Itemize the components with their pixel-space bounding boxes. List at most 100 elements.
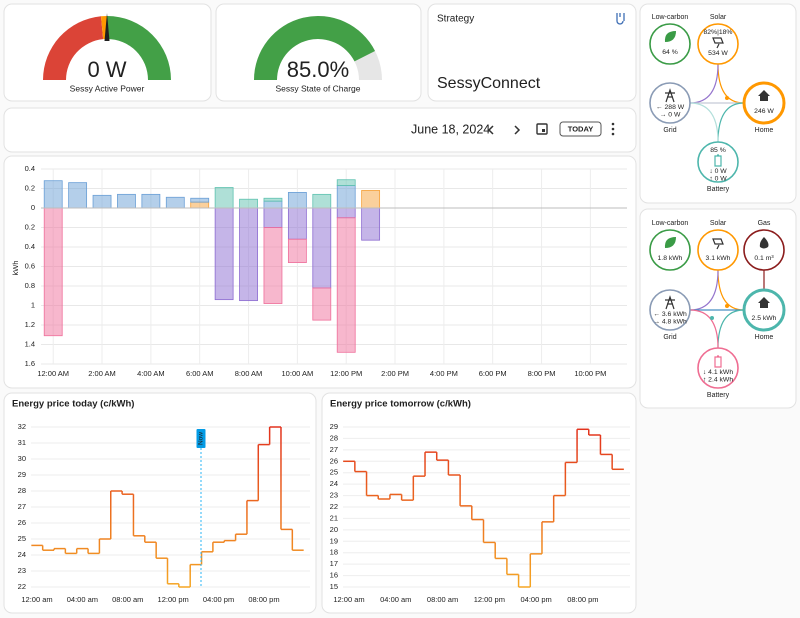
flow-node: [649, 289, 691, 331]
bar-segment: [141, 193, 161, 209]
y-tick-label: 21: [330, 513, 338, 522]
gauge-label: Sessy Active Power: [70, 83, 145, 93]
y-tick-label: 32: [18, 422, 26, 431]
node-value: ↑ 2.4 kWh: [703, 376, 733, 383]
y-tick-label: 1.6: [25, 359, 35, 368]
battery-icon: [714, 154, 722, 167]
x-tick-label: 4:00 PM: [430, 369, 458, 378]
bar-segment: [336, 217, 356, 353]
today-button[interactable]: [559, 121, 602, 137]
x-tick-label: 10:00 AM: [282, 369, 314, 378]
y-tick-label: 25: [18, 534, 26, 543]
bar-segment: [43, 207, 63, 337]
bar-segment: [263, 227, 283, 304]
x-tick-label: 04:00 pm: [203, 595, 234, 604]
card-title: Strategy: [437, 14, 474, 25]
node-label: Solar: [710, 220, 727, 227]
node-label: Solar: [710, 14, 727, 21]
battery-icon: [714, 355, 722, 368]
gauge-fill: [254, 16, 376, 80]
node-value: ↓ 4.1 kWh: [703, 369, 733, 376]
gauge-label: Sessy State of Charge: [275, 83, 360, 93]
x-tick-label: 12:00 am: [21, 595, 52, 604]
bar-segment: [312, 193, 332, 209]
y-tick-label: 1: [31, 300, 35, 309]
node-value: ↓ 0 W: [709, 168, 727, 175]
node-value: ← 288 W: [656, 104, 685, 111]
y-tick-label: 20: [330, 525, 338, 534]
y-tick-label: 15: [330, 582, 338, 591]
y-tick-label: 29: [18, 470, 26, 479]
x-tick-label: 6:00 AM: [186, 369, 214, 378]
flow-dot: [710, 316, 714, 320]
y-tick-label: 27: [330, 445, 338, 454]
y-tick-label: 30: [18, 454, 26, 463]
flow-node: [742, 81, 786, 125]
x-tick-label: 4:00 AM: [137, 369, 165, 378]
node-top: 85 %: [710, 147, 726, 154]
x-tick-label: 8:00 AM: [235, 369, 263, 378]
y-tick-label: 0.8: [25, 281, 35, 290]
flow-line: [689, 102, 719, 143]
gauge-value: 0 W: [87, 57, 126, 82]
flow-node: [697, 347, 739, 389]
bar-segment: [263, 200, 283, 209]
chart-title: Energy price tomorrow (c/kWh): [330, 399, 471, 410]
gas-icon: [759, 237, 769, 249]
y-tick-label: 16: [330, 571, 338, 580]
bar-segment: [165, 196, 185, 209]
flow-node: [649, 82, 691, 124]
bar-segment: [92, 194, 112, 209]
node-label: Low-carbon: [652, 14, 689, 21]
bar-segment: [117, 193, 136, 209]
card: [3, 107, 637, 153]
node-top: 82%|18%: [704, 29, 733, 36]
y-tick-label: 22: [18, 582, 26, 591]
y-axis-label: kWh: [11, 261, 20, 276]
now-tag: [196, 429, 206, 448]
node-label: Gas: [758, 220, 771, 227]
gauge-band: [107, 16, 171, 80]
bar-segment: [190, 201, 210, 209]
node-value: → 4.8 kWh: [653, 318, 687, 325]
node-value: 246 W: [754, 108, 774, 115]
bar-segment: [263, 207, 283, 228]
grid-icon: [665, 88, 675, 103]
x-tick-label: 08:00 am: [427, 595, 458, 604]
y-tick-label: 0.6: [25, 261, 35, 270]
y-tick-label: 28: [330, 433, 338, 442]
node-value: 0.1 m³: [754, 255, 774, 262]
y-tick-label: 23: [18, 566, 26, 575]
y-tick-label: 31: [18, 438, 26, 447]
x-tick-label: 04:00 pm: [520, 595, 551, 604]
today-button-label: TODAY: [568, 124, 593, 133]
node-value: 534 W: [708, 50, 728, 57]
home-icon: [758, 90, 770, 101]
x-tick-label: 10:00 PM: [574, 369, 606, 378]
node-value: 3.1 kWh: [706, 255, 731, 262]
node-label: Grid: [663, 334, 676, 341]
solar-icon: [712, 37, 724, 49]
flow-node: [697, 141, 739, 183]
x-tick-label: 08:00 pm: [248, 595, 279, 604]
next-button[interactable]: [514, 125, 521, 135]
bar-segment: [336, 207, 356, 219]
leaf-icon: [664, 31, 676, 42]
bar-segment: [336, 179, 356, 186]
bar-segment: [190, 197, 210, 203]
chart-title: Energy price today (c/kWh): [12, 399, 134, 410]
solar-icon: [712, 238, 724, 250]
leaf-icon: [664, 237, 676, 248]
flow-node: [743, 229, 785, 271]
y-tick-label: 27: [18, 502, 26, 511]
card: [427, 3, 637, 102]
gauge-needle: [104, 13, 110, 41]
prev-button[interactable]: [487, 125, 494, 135]
bar-segment: [336, 185, 356, 209]
x-tick-label: 12:00 am: [333, 595, 364, 604]
annotation: Now: [198, 432, 205, 445]
calendar-button[interactable]: [536, 123, 548, 135]
y-tick-label: 22: [330, 502, 338, 511]
y-tick-label: 0.4: [25, 164, 35, 173]
